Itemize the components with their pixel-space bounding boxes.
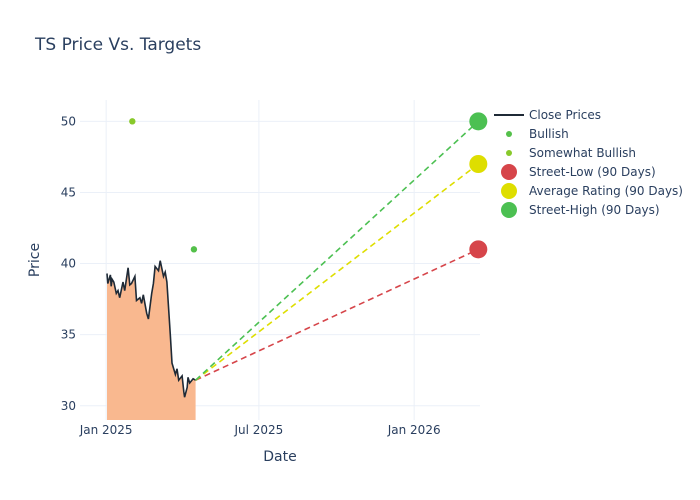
x-tick-label: Jan 2025 [79, 423, 133, 437]
y-axis-ticks: 30 35 40 45 50 [61, 114, 76, 412]
legend-label-bullish: Bullish [529, 127, 569, 141]
x-tick-label: Jul 2025 [233, 423, 283, 437]
close-line-layer [106, 260, 196, 398]
chart-title: TS Price Vs. Targets [34, 35, 201, 55]
close-price-line [106, 260, 196, 398]
street-high-target-marker [469, 112, 488, 131]
street-high-target-line [195, 120, 479, 381]
y-tick-label: 30 [61, 399, 76, 413]
legend-swatch-somewhat-bullish [506, 150, 512, 156]
somewhat-bullish-rating-point [129, 118, 136, 125]
legend-label-somewhat-bullish: Somewhat Bullish [529, 146, 636, 160]
markers-layer [129, 112, 488, 259]
x-tick-label: Jan 2026 [387, 423, 441, 437]
y-tick-label: 40 [61, 257, 76, 271]
close-area-layer [107, 260, 196, 420]
street-low-target-line [195, 248, 479, 381]
y-tick-label: 45 [61, 185, 76, 199]
close-price-area [107, 260, 196, 420]
legend-swatch-street-low [501, 164, 517, 180]
target-lines-layer [195, 120, 479, 381]
street-low-target-marker [469, 240, 488, 259]
legend-swatch-average-rating [501, 183, 517, 199]
x-axis-title: Date [263, 449, 296, 465]
y-tick-label: 35 [61, 328, 76, 342]
legend-label-street-low: Street-Low (90 Days) [529, 165, 656, 179]
y-axis-title: Price [27, 243, 43, 277]
bullish-rating-point [190, 246, 198, 253]
legend: Close Prices Bullish Somewhat Bullish Stree… [494, 108, 683, 218]
average-rating-target-marker [469, 155, 488, 173]
legend-label-average-rating: Average Rating (90 Days) [529, 184, 683, 198]
y-tick-label: 50 [61, 114, 76, 128]
legend-label-street-high: Street-High (90 Days) [529, 203, 660, 217]
legend-label-close-prices: Close Prices [529, 108, 601, 122]
legend-swatch-bullish [506, 131, 512, 137]
legend-swatch-street-high [501, 202, 517, 218]
x-axis-ticks: Jan 2025 Jul 2025 Jan 2026 [79, 423, 441, 437]
